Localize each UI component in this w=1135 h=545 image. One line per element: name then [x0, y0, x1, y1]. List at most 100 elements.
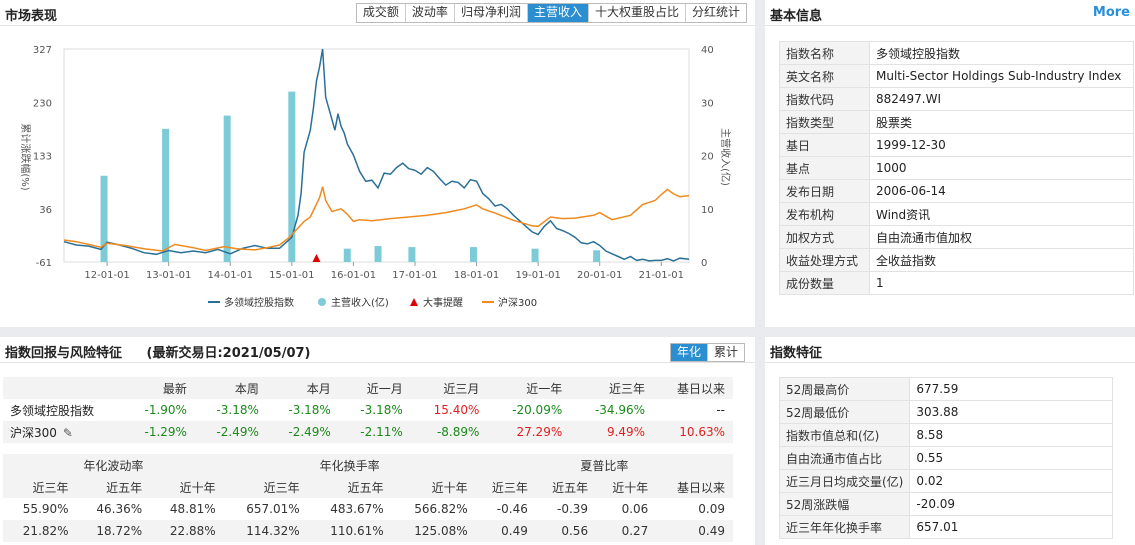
returns-value: -2.49% — [288, 425, 331, 439]
basic-info-key: 基点 — [779, 156, 870, 180]
tab-market-2[interactable]: 归母净利润 — [453, 4, 527, 22]
annualized-button[interactable]: 年化 — [670, 344, 707, 361]
legend-revenue-label[interactable]: 主营收入(亿) — [331, 296, 389, 309]
tab-market-3[interactable]: 主营收入 — [526, 4, 588, 22]
basic-info-key: 收益处理方式 — [779, 248, 870, 272]
basic-info-header: 基本信息 More — [765, 0, 1135, 26]
returns-value: -- — [716, 403, 725, 417]
stats-col-header: 近十年 — [596, 476, 657, 498]
basic-info-key: 指数代码 — [779, 87, 870, 111]
market-chart: 327 230 133 36 -61 40 30 20 10 0 12-01-01 13-01-01 1… — [19, 45, 732, 309]
basic-info-row: 指数代码 882497.WI — [779, 87, 1134, 111]
stats-value: 0.06 — [621, 502, 649, 516]
returns-value: -2.11% — [360, 425, 403, 439]
stats-value: 566.82% — [414, 502, 468, 516]
x-tick-label: 12-01-01 — [84, 270, 129, 281]
market-tabs: 成交额 波动率 归母净利润 主营收入 十大权重股占比 分红统计 — [355, 3, 747, 23]
basic-info-panel: 基本信息 More 指数名称 多领域控股指数 英文名称 Multi-Sector Ho… — [765, 0, 1135, 327]
cumulative-button[interactable]: 累计 — [706, 344, 744, 361]
stats-value: 657.01% — [246, 502, 300, 516]
returns-col-header: 近一年 — [526, 381, 563, 396]
basic-info-row: 发布日期 2006-06-14 — [779, 179, 1134, 203]
more-link[interactable]: More — [1092, 5, 1130, 20]
x-tick-label: 16-01-01 — [331, 270, 376, 281]
basic-info-key: 发布机构 — [779, 202, 870, 226]
tab-market-4[interactable]: 十大权重股占比 — [587, 4, 685, 22]
returns-col-header: 近三年 — [609, 381, 646, 396]
stats-value: 0.27 — [596, 520, 657, 542]
returns-title: 指数回报与风险特征 (最新交易日:2021/05/07) — [5, 342, 311, 361]
basic-info-key: 英文名称 — [779, 64, 870, 88]
stats-row: 55.90% 46.36% 48.81% 657.01% 483.67% 566.82% -… — [3, 498, 733, 520]
index-name: 多领域控股指数 — [10, 403, 95, 418]
stats-value: 55.90% — [22, 502, 69, 516]
feature-row: 52周最低价 303.88 — [778, 400, 1113, 424]
returns-row-name: 多领域控股指数 — [3, 399, 123, 421]
right-tick-label: 20 — [701, 152, 714, 163]
x-tick-label: 14-01-01 — [208, 270, 253, 281]
x-tick-label: 18-01-01 — [454, 270, 499, 281]
returns-col-header: 近一月 — [366, 381, 403, 396]
basic-info-value: 自由流通市值加权 — [869, 225, 1134, 249]
hs300-line — [63, 186, 690, 252]
index-line — [63, 48, 690, 262]
features-table: 52周最高价 677.59 52周最低价 303.88 指数市值总和(亿) 8.58 自由流… — [778, 377, 1113, 539]
stats-value: 18.72% — [76, 520, 151, 542]
basic-info-title: 基本信息 — [770, 9, 823, 24]
stats-group-header: 夏普比率 — [475, 454, 733, 476]
feature-row: 指数市值总和(亿) 8.58 — [778, 423, 1113, 447]
legend-index-label[interactable]: 多领域控股指数 — [224, 296, 294, 309]
tab-market-1[interactable]: 波动率 — [404, 4, 454, 22]
x-tick-label: 19-01-01 — [515, 270, 560, 281]
feature-row: 近三月日均成交量(亿) 0.02 — [778, 469, 1113, 493]
revenue-bar — [374, 246, 382, 262]
features-header: 指数特征 — [765, 337, 1135, 363]
stats-col-header: 基日以来 — [656, 476, 733, 498]
returns-col-header: 最新 — [162, 381, 187, 396]
returns-value: 27.29% — [516, 425, 563, 439]
returns-value: -3.18% — [288, 403, 331, 417]
market-panel: 市场表现 成交额 波动率 归母净利润 主营收入 十大权重股占比 分红统计 327 230 13… — [0, 0, 755, 327]
market-title: 市场表现 — [5, 9, 58, 24]
returns-row: 多领域控股指数 -1.90% -3.18% -3.18% -3.18% 15.40% -20… — [3, 399, 733, 421]
feature-value: 0.02 — [909, 469, 1113, 493]
stats-col-header: 近三年 — [475, 476, 536, 498]
basic-info-value: 2006-06-14 — [869, 179, 1134, 203]
basic-info-value: 1000 — [869, 156, 1134, 180]
returns-value: -3.18% — [360, 403, 403, 417]
returns-panel: 指数回报与风险特征 (最新交易日:2021/05/07) 年化 累计 最新 本周 本月… — [0, 337, 755, 545]
returns-value: -3.18% — [216, 403, 259, 417]
stats-value: 114.32% — [223, 520, 308, 542]
feature-value: 677.59 — [909, 377, 1113, 401]
edit-pencil-icon[interactable]: ✎ — [62, 425, 73, 440]
left-tick-label: 230 — [33, 98, 52, 109]
tab-market-5[interactable]: 分红统计 — [684, 4, 746, 22]
x-tick-label: 21-01-01 — [639, 270, 684, 281]
returns-value: -1.90% — [144, 403, 187, 417]
basic-info-key: 加权方式 — [779, 225, 870, 249]
revenue-bar — [408, 247, 416, 262]
basic-info-row: 基点 1000 — [779, 156, 1134, 180]
annualized-toggle: 年化 累计 — [669, 343, 745, 362]
stats-col-header: 近五年 — [535, 476, 597, 498]
right-tick-label: 10 — [701, 205, 714, 216]
event-marker[interactable] — [312, 254, 321, 262]
returns-value: -8.89% — [436, 425, 480, 439]
stats-col-header: 近五年 — [76, 476, 151, 498]
x-tick-label: 15-01-01 — [269, 270, 314, 281]
stats-col-header: 近十年 — [391, 476, 476, 498]
basic-info-value: Wind资讯 — [869, 202, 1134, 226]
feature-value: 0.55 — [909, 446, 1113, 470]
legend-events-label[interactable]: 大事提醒 — [423, 296, 463, 309]
revenue-bar — [100, 175, 108, 262]
tab-market-0[interactable]: 成交额 — [356, 4, 405, 22]
legend-hs300-label[interactable]: 沪深300 — [498, 296, 537, 309]
feature-row: 52周最高价 677.59 — [778, 377, 1113, 401]
stats-value: 22.88% — [150, 520, 224, 542]
left-axis-label: 累计涨跌幅(%) — [19, 123, 32, 190]
basic-info-row: 指数类型 股票类 — [779, 110, 1134, 134]
feature-key: 近三月日均成交量(亿) — [778, 469, 911, 493]
basic-info-value: 多领域控股指数 — [869, 41, 1134, 65]
stats-group-row: 年化波动率 年化换手率 夏普比率 — [3, 454, 733, 476]
stats-group-header: 年化波动率 — [3, 454, 224, 476]
